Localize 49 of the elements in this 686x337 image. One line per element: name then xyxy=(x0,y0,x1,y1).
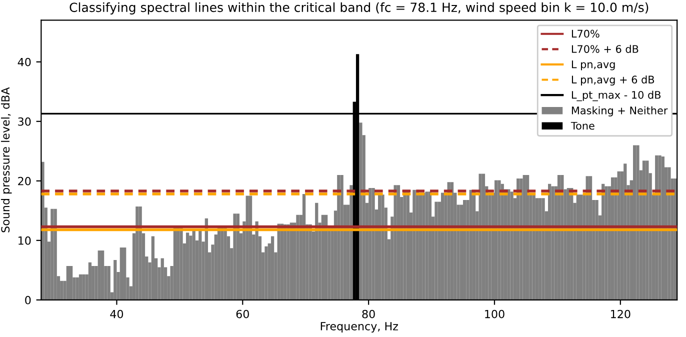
x-tick-label: 100 xyxy=(485,310,504,318)
legend-label: L70% + 6 dB xyxy=(572,44,638,53)
bar xyxy=(100,250,104,300)
bar xyxy=(138,206,142,300)
bar xyxy=(198,230,202,300)
y-tick-label: 20 xyxy=(18,176,31,186)
legend-label: Masking + Neither xyxy=(572,106,668,116)
legend-label: L_pt_max - 10 dB xyxy=(572,90,661,102)
chart-title: Classifying spectral lines within the critical band (fc = 78.1 Hz, wind speed bin k = 10.0 m/s) xyxy=(70,2,648,14)
bar xyxy=(120,248,124,300)
bar xyxy=(88,262,92,300)
y-axis-title: Sound pressure level, dBA xyxy=(0,87,12,232)
bar xyxy=(50,208,54,300)
bar xyxy=(248,196,252,300)
y-tick-label: 30 xyxy=(18,117,31,126)
bar xyxy=(425,192,428,300)
bar xyxy=(69,266,73,300)
x-tick-label: 80 xyxy=(362,310,375,318)
legend-label: L70% xyxy=(572,30,600,38)
bar xyxy=(510,192,514,300)
bar xyxy=(233,214,236,300)
x-tick-label: 120 xyxy=(611,310,630,318)
x-axis-title: Frequency, Hz xyxy=(320,322,398,333)
legend-label: L pn,avg + 6 dB xyxy=(572,75,654,86)
bar xyxy=(123,248,126,300)
bar xyxy=(359,122,362,300)
bar xyxy=(646,160,649,300)
bar xyxy=(340,174,344,300)
bar xyxy=(107,266,110,300)
legend-label: Tone xyxy=(570,122,594,130)
bar xyxy=(151,236,154,300)
bar xyxy=(246,196,249,300)
bar xyxy=(173,227,177,300)
bar xyxy=(114,260,117,300)
bar xyxy=(350,185,353,300)
bar xyxy=(633,145,636,300)
bar xyxy=(302,194,306,300)
x-tick-label: 60 xyxy=(236,310,249,318)
bar xyxy=(595,200,598,300)
y-tick-label: 10 xyxy=(18,236,31,245)
bar xyxy=(136,206,139,300)
bar xyxy=(98,250,101,300)
y-tick-label: 0 xyxy=(25,296,31,304)
legend-label: L pn,avg xyxy=(572,60,615,70)
x-tick-label: 40 xyxy=(110,310,124,318)
bar xyxy=(532,194,536,300)
bar xyxy=(478,174,482,300)
y-tick-label: 40 xyxy=(18,58,31,66)
bar xyxy=(66,266,70,300)
